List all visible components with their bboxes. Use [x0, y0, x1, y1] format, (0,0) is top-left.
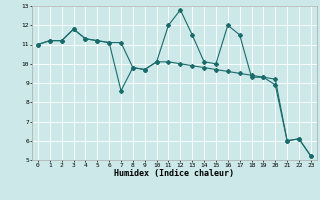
X-axis label: Humidex (Indice chaleur): Humidex (Indice chaleur) [115, 169, 234, 178]
